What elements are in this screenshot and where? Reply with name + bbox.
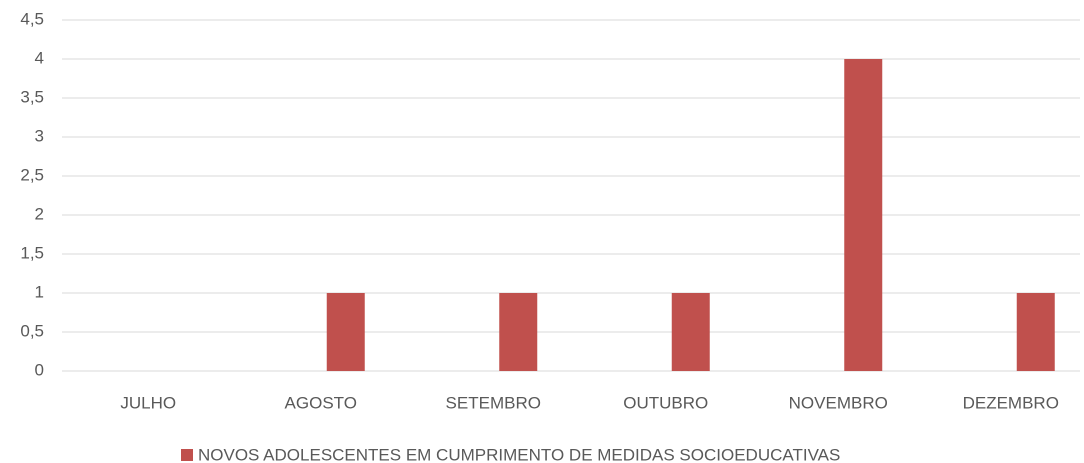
legend-label: NOVOS ADOLESCENTES EM CUMPRIMENTO DE MED… (198, 445, 840, 463)
legend-swatch (181, 449, 193, 461)
bar (499, 293, 538, 371)
y-tick-label: 0,5 (20, 321, 44, 340)
x-tick-label: AGOSTO (285, 393, 357, 412)
y-tick-label: 1 (35, 282, 44, 301)
y-tick-label: 4,5 (20, 9, 44, 28)
y-tick-label: 1,5 (20, 243, 44, 262)
y-tick-label: 2 (35, 204, 44, 223)
bar (1016, 293, 1055, 371)
x-tick-label: JULHO (120, 393, 176, 412)
x-tick-label: OUTUBRO (623, 393, 708, 412)
bar (844, 59, 883, 371)
x-tick-label: SETEMBRO (446, 393, 541, 412)
y-tick-label: 2,5 (20, 165, 44, 184)
x-tick-label: NOVEMBRO (789, 393, 888, 412)
y-tick-label: 0 (35, 360, 44, 379)
x-tick-label: DEZEMBRO (963, 393, 1059, 412)
bar (671, 293, 710, 371)
bar (326, 293, 365, 371)
y-tick-label: 4 (35, 48, 44, 67)
y-tick-label: 3,5 (20, 87, 44, 106)
y-tick-label: 3 (35, 126, 44, 145)
